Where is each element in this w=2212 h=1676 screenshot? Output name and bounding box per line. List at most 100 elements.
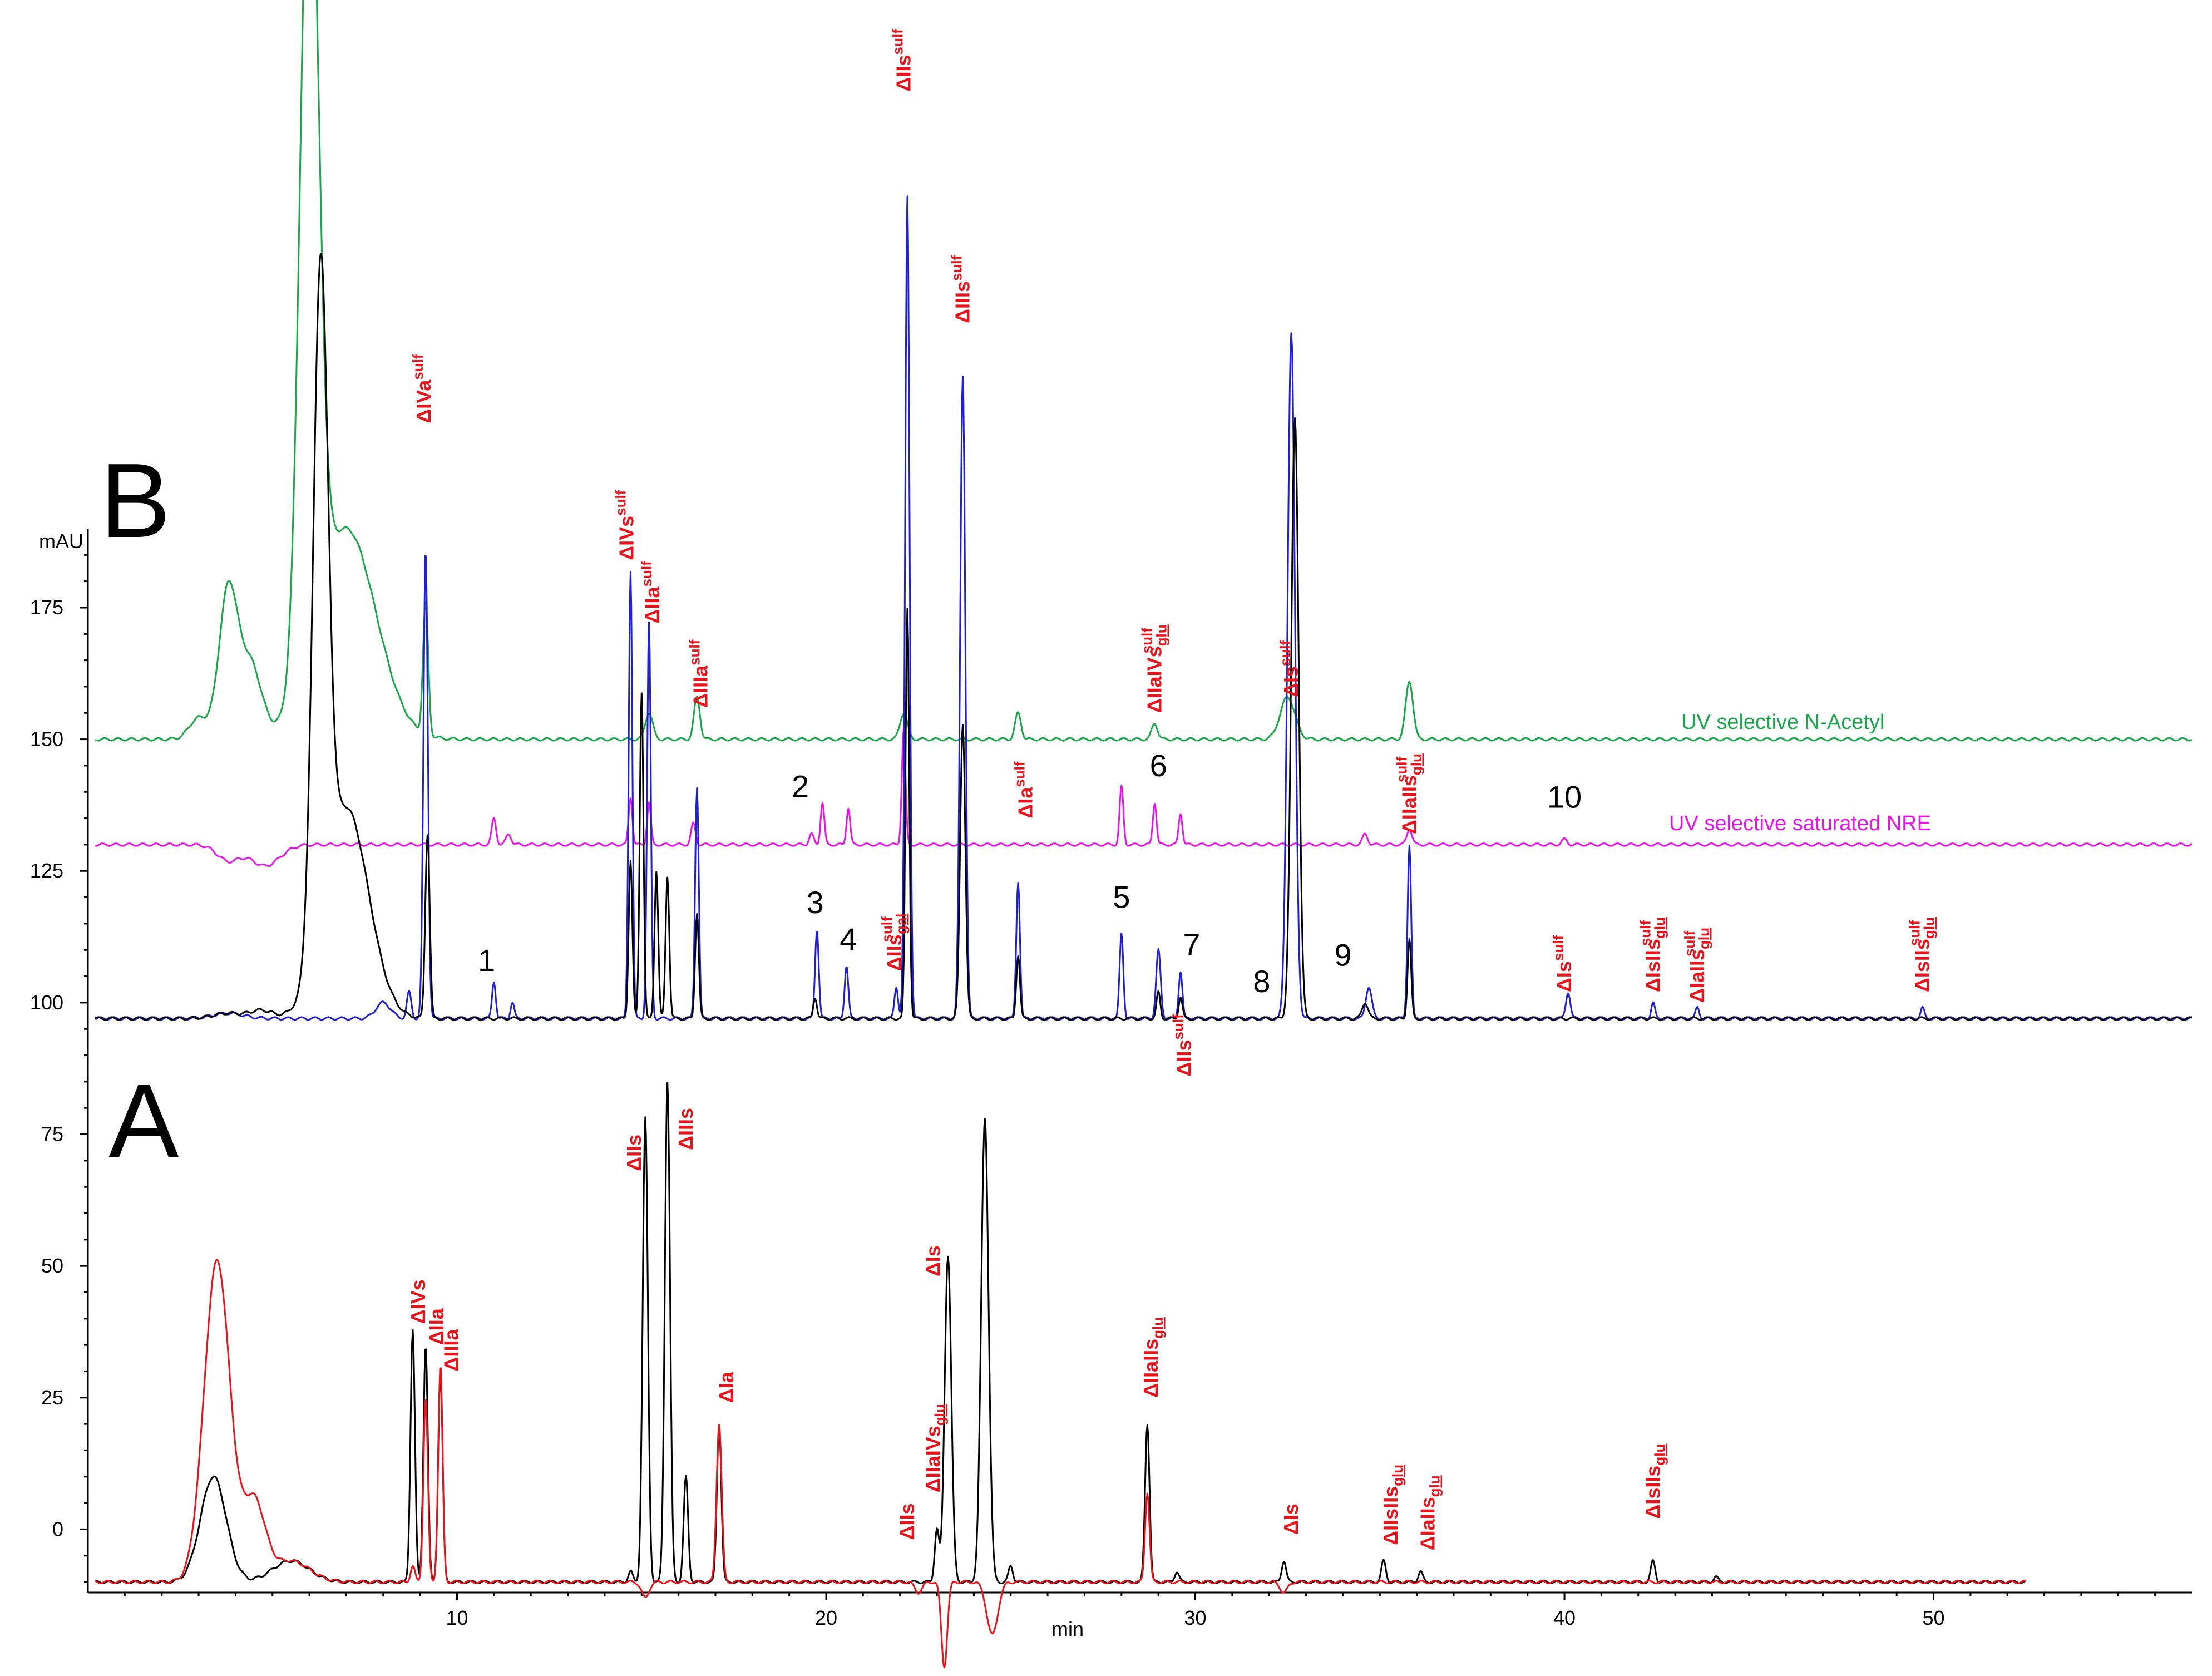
peak-label-sup: sulf: [1170, 1014, 1187, 1040]
peak-label-base: ΔIa: [1014, 787, 1036, 819]
peak-label: ΔIasulf: [1011, 761, 1036, 818]
y-tick-label: 0: [52, 1517, 63, 1540]
peak-label-base: ΔIIaIVs: [1143, 646, 1166, 713]
trace-line: [95, 728, 2192, 867]
peak-label-base: ΔIIIs: [674, 1108, 697, 1150]
peak-label: ΔIIIasulf: [686, 639, 712, 707]
y-axis-label: mAU: [39, 530, 83, 553]
peak-number-9: 9: [1334, 938, 1351, 973]
peak-label-base: ΔIIs: [623, 1135, 645, 1171]
peak-label-sup: sulf: [1277, 640, 1293, 666]
peak-label-sup: sulf: [1637, 920, 1653, 946]
trace-line: [95, 1259, 2026, 1669]
peak-label-sub: gal: [893, 914, 910, 935]
peak-label-base: ΔIVa: [412, 379, 435, 423]
y-tick-label: 100: [30, 991, 63, 1014]
peak-label-base: ΔIaIIs: [1686, 949, 1709, 1003]
peak-label-text: ΔIVssulf: [613, 490, 638, 560]
peak-label-text: ΔIIIs: [674, 1108, 697, 1150]
peak-label-sub: glu: [1149, 1317, 1166, 1339]
peak-label-base: ΔIIIa: [440, 1329, 463, 1372]
x-tick-label: 10: [446, 1606, 468, 1629]
peak-label-text: ΔIIaIIsglu: [1139, 1317, 1166, 1398]
peak-number-10: 10: [1547, 780, 1582, 815]
peak-label-base: ΔIIaIVs: [921, 1426, 944, 1492]
peak-label-text: ΔIs: [921, 1245, 944, 1276]
peak-label: ΔIIsIIsglu: [1379, 1465, 1406, 1545]
trace-line: [95, 1082, 2026, 1584]
peak-label: ΔIIssulf: [1170, 1014, 1196, 1076]
peak-label-text: ΔIIIasulf: [686, 639, 712, 707]
x-tick-label: 50: [1923, 1606, 1945, 1629]
peak-number-4: 4: [840, 921, 857, 957]
traces: [95, 0, 2192, 1669]
peak-label: ΔIIaIIsglusulf: [1393, 753, 1424, 834]
peak-label: ΔIsIIsglusulf: [1907, 917, 1938, 992]
peak-label-base: ΔIs: [1553, 961, 1576, 992]
y-tick-label: 25: [41, 1386, 63, 1409]
y-tick-label: 175: [30, 596, 63, 619]
peak-label-sup: sulf: [878, 916, 895, 943]
peak-label-text: ΔIa: [715, 1371, 738, 1403]
peak-label-base: ΔIIs: [1173, 1039, 1196, 1076]
peak-label-base: ΔIVs: [615, 516, 638, 560]
peak-label-base: ΔIIaIIs: [1139, 1339, 1162, 1398]
peak-label-base: ΔIVs: [407, 1279, 429, 1324]
peak-label-sub: glu: [1696, 928, 1712, 949]
peak-label-text: ΔIIIssulf: [949, 255, 974, 323]
peak-label-base: ΔIIs: [896, 1503, 919, 1540]
trace-line: [95, 195, 2192, 1021]
peak-label-sup: sulf: [949, 255, 965, 281]
peak-label: ΔIIaIIsglu: [1139, 1317, 1166, 1398]
peak-label-base: ΔIa: [715, 1371, 738, 1403]
peak-number-1: 1: [478, 943, 495, 978]
peak-label-sup: sulf: [613, 490, 629, 516]
peak-label-base: ΔIIIa: [689, 665, 712, 708]
peak-label-text: ΔIIaIVsglu: [921, 1404, 948, 1492]
peak-label: ΔIIaIVsglusulf: [1139, 624, 1170, 713]
peak-label-text: ΔIs: [1280, 1504, 1302, 1535]
peak-label: ΔIs: [1280, 1504, 1302, 1535]
peak-label: ΔIIa: [425, 1308, 448, 1345]
y-tick-label: 50: [41, 1254, 63, 1277]
peak-label: ΔIVs: [407, 1279, 429, 1324]
peak-label: ΔIIaIVsglu: [921, 1404, 948, 1492]
peak-number-6: 6: [1150, 748, 1167, 783]
peak-label-sub: glu: [1651, 1444, 1668, 1466]
peak-label-text: ΔIIssulf: [889, 29, 915, 91]
peak-label: ΔIIIssulf: [949, 255, 974, 323]
peak-label-text: ΔIIaIIsglusulf: [1393, 753, 1424, 834]
peak-label-text: ΔIssulf: [1277, 640, 1302, 697]
peak-label-sup: sulf: [686, 639, 703, 666]
peak-label-text: ΔIsIIsglu: [1641, 1444, 1668, 1519]
peak-number-8: 8: [1253, 964, 1270, 999]
peak-label-text: ΔIIssulf: [1170, 1014, 1196, 1076]
peak-number-2: 2: [792, 769, 809, 804]
peak-label-sub: glu: [931, 1404, 948, 1426]
peak-label-text: ΔIasulf: [1011, 761, 1036, 818]
panel-letters: BA: [100, 442, 179, 1180]
peak-number-5: 5: [1113, 880, 1130, 915]
trace-name-label: UV selective saturated NRE: [1669, 812, 1931, 835]
trace-names: UV selective N-Acetyl UV selective satura…: [1669, 711, 1931, 835]
peak-label: ΔIsIIsglusulf: [1637, 917, 1668, 992]
peak-label: ΔIIIa: [440, 1329, 463, 1372]
peak-label-sup: sulf: [638, 561, 655, 587]
peak-label-base: ΔIIs: [883, 934, 906, 971]
peak-label: ΔIIsgalsulf: [878, 914, 910, 971]
peak-label-sub: glu: [1921, 917, 1938, 939]
peak-label-text: ΔIIIa: [440, 1329, 463, 1372]
peak-number-3: 3: [807, 885, 824, 920]
peak-label-text: ΔIssulf: [1550, 935, 1576, 992]
peak-label-text: ΔIIsIIsglu: [1379, 1465, 1406, 1545]
peak-numbers: 1 2 34 5 6 7 8 9 10: [478, 748, 1582, 999]
peak-label-sup: sulf: [889, 29, 906, 55]
peak-label-base: ΔIsIIs: [1641, 1466, 1664, 1519]
y-tick-label: 75: [41, 1123, 63, 1146]
peak-label: ΔIIIs: [674, 1108, 697, 1150]
peak-label-text: ΔIIsgalsulf: [878, 914, 910, 971]
y-tick-label: 150: [30, 728, 63, 751]
peak-label: ΔIsIIsglu: [1641, 1444, 1668, 1519]
peak-label-base: ΔIs: [1280, 666, 1302, 697]
